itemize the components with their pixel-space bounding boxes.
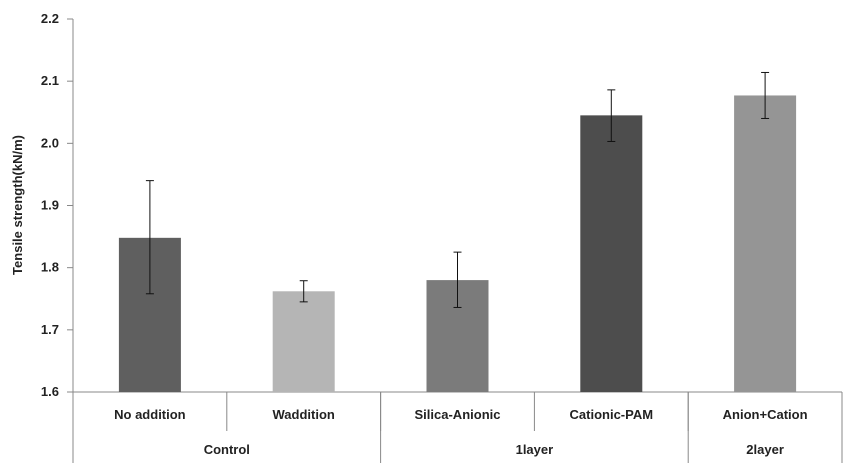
labels: 1.6 1.7 1.8 1.9 2.0 2.1 2.2 No addition Wadditio… — [41, 11, 808, 457]
error-bars — [145, 71, 770, 308]
bars — [118, 95, 797, 392]
axes — [67, 18, 843, 463]
y-tick-label: 1.7 — [41, 322, 59, 337]
bar — [734, 95, 797, 392]
category-label: No addition — [114, 407, 186, 422]
group-label: Control — [204, 442, 250, 457]
y-tick-label: 1.9 — [41, 198, 59, 213]
bar — [272, 291, 335, 392]
group-label: 1layer — [516, 442, 554, 457]
bar — [580, 115, 643, 392]
category-label: Silica-Anionic — [415, 407, 501, 422]
category-label: Anion+Cation — [723, 407, 808, 422]
y-tick-label: 1.6 — [41, 384, 59, 399]
y-tick-label: 2.2 — [41, 11, 59, 26]
y-tick-label: 2.0 — [41, 135, 59, 150]
y-axis-title: Tensile strength(kN/m) — [10, 135, 25, 275]
category-label: Waddition — [273, 407, 335, 422]
y-tick-label: 1.8 — [41, 260, 59, 275]
group-label: 2layer — [746, 442, 784, 457]
category-label: Cationic-PAM — [570, 407, 654, 422]
y-tick-label: 2.1 — [41, 73, 59, 88]
